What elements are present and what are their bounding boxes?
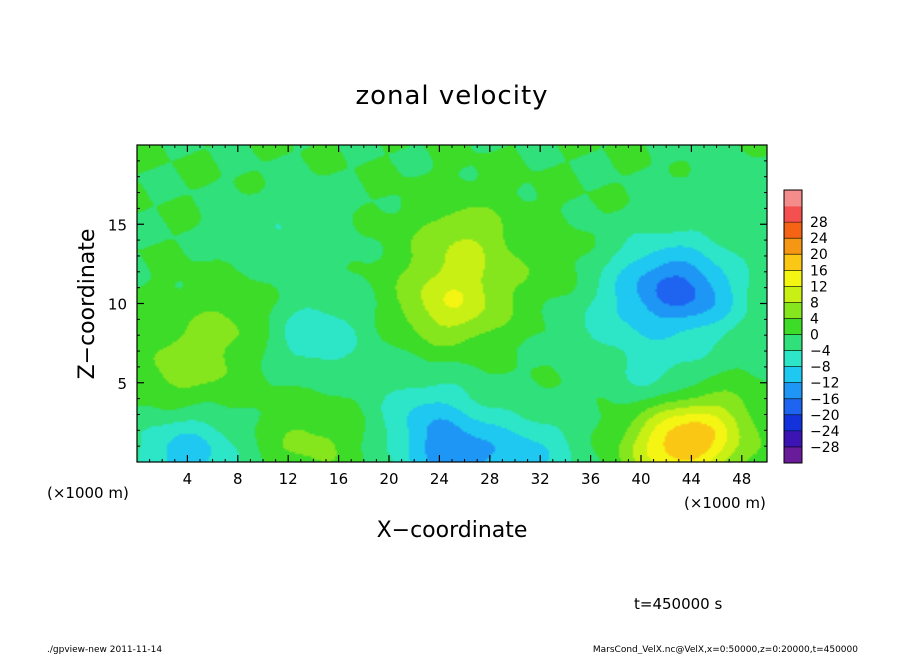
- colorbar-segment: [784, 414, 802, 432]
- colorbar-label: −4: [810, 344, 831, 360]
- colorbar-label: −16: [810, 392, 840, 408]
- chart-title: zonal velocity: [355, 81, 548, 111]
- colorbar-label: −28: [810, 440, 840, 456]
- y-tick-label: 5: [117, 375, 127, 393]
- footer-right: MarsCond_VelX.nc@VelX,x=0:50000,z=0:2000…: [593, 645, 858, 654]
- colorbar-label: −20: [810, 408, 840, 424]
- colorbar-frame: [783, 189, 803, 464]
- colorbar-segment: [784, 446, 802, 464]
- x-unit-right: (×1000 m): [684, 494, 766, 512]
- colorbar-segment: [784, 270, 802, 287]
- y-axis-label: Z−coordinate: [75, 229, 100, 380]
- colorbar-label: 0: [810, 328, 819, 344]
- x-axis-label: X−coordinate: [377, 518, 528, 543]
- colorbar-segment: [784, 382, 802, 400]
- colorbar-label: 4: [810, 311, 819, 327]
- x-tick-label: 44: [682, 470, 701, 488]
- colorbar-segment: [784, 254, 802, 271]
- colorbar-segment: [784, 398, 802, 416]
- colorbar-label: −24: [810, 424, 840, 440]
- y-tick-label: 15: [108, 216, 127, 234]
- colorbar-label: 16: [810, 263, 828, 279]
- footer-left: ./gpview-new 2011-11-14: [47, 645, 162, 654]
- x-tick-label: 8: [233, 470, 243, 488]
- colorbar-segment: [784, 238, 802, 255]
- x-tick-label: 12: [279, 470, 298, 488]
- colorbar-segment: [784, 318, 802, 335]
- colorbar-label: 28: [810, 215, 828, 231]
- colorbar-label: 24: [810, 231, 828, 247]
- x-tick-label: 28: [480, 470, 499, 488]
- colorbar-segment: [784, 366, 802, 384]
- colorbar-label: 12: [810, 279, 828, 295]
- x-axis: 4 8 12 16 20 24 28 32 36 40 44 48: [149, 145, 755, 488]
- heatmap-field: [137, 145, 767, 462]
- x-tick-label: 40: [631, 470, 650, 488]
- colorbar-segment: [784, 190, 802, 207]
- y-tick-label: 10: [108, 296, 127, 314]
- x-tick-label: 48: [732, 470, 751, 488]
- colorbar-segment: [784, 286, 802, 303]
- x-tick-label: 24: [430, 470, 449, 488]
- colorbar-label: −12: [810, 376, 840, 392]
- x-tick-label: 4: [183, 470, 193, 488]
- colorbar-segment: [784, 430, 802, 448]
- heatmap-plot: [136, 144, 768, 463]
- colorbar-segment: [784, 334, 802, 351]
- colorbar-segment: [784, 222, 802, 239]
- x-tick-label: 20: [379, 470, 398, 488]
- colorbar-label: −8: [810, 360, 831, 376]
- x-tick-label: 32: [531, 470, 550, 488]
- colorbar-segment: [784, 302, 802, 319]
- colorbar-segment: [784, 350, 802, 367]
- colorbar-segment: [784, 206, 802, 223]
- x-unit-left: (×1000 m): [47, 484, 129, 502]
- x-tick-label: 36: [581, 470, 600, 488]
- y-axis: 5 10 15: [108, 160, 767, 447]
- x-tick-label: 16: [329, 470, 348, 488]
- time-annotation: t=450000 s: [634, 595, 722, 613]
- colorbar-label: 20: [810, 247, 828, 263]
- colorbar-label: 8: [810, 295, 819, 311]
